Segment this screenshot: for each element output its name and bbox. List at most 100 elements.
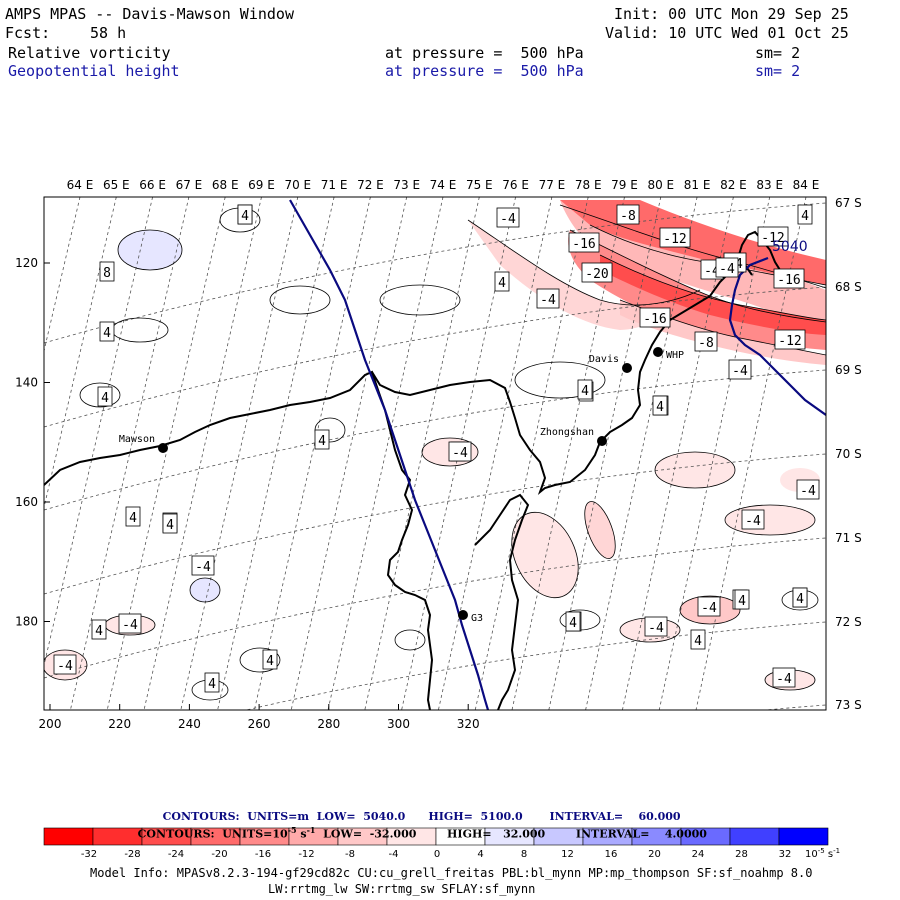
contour-label-text: 4 bbox=[498, 276, 506, 291]
contour-label-text: -8 bbox=[698, 336, 714, 351]
contour-label-text: 4 bbox=[101, 391, 109, 406]
x-tick-label: 320 bbox=[457, 717, 480, 731]
contour-label-box bbox=[204, 672, 220, 693]
vorticity-contour-info: CONTOURS: UNITS=10-5 s-1 LOW= -32.000 HI… bbox=[137, 825, 707, 841]
lon-label: 75 E bbox=[466, 178, 493, 192]
contour-label-text: -4 bbox=[701, 601, 717, 616]
field1-pressure: at pressure = 500 hPa bbox=[385, 44, 584, 62]
lat-label: 71 S bbox=[835, 531, 862, 545]
stations: Mawson Davis WHP Zhongshan G3 bbox=[119, 347, 684, 624]
contour-label-box bbox=[581, 262, 613, 283]
graticule bbox=[44, 197, 826, 710]
contour-label-box bbox=[792, 587, 808, 608]
lon-label: 65 E bbox=[103, 178, 130, 192]
x-tick-label: 300 bbox=[387, 717, 410, 731]
contour-label-box bbox=[494, 271, 510, 292]
contour-label-box bbox=[741, 509, 765, 530]
meridian-line bbox=[254, 197, 371, 710]
lon-label: 73 E bbox=[393, 178, 420, 192]
meridian-line bbox=[217, 197, 335, 710]
latitude-labels: 67 S 68 S 69 S 70 S 71 S 72 S 73 S bbox=[835, 196, 862, 712]
contour-label-text: 4 bbox=[581, 384, 589, 399]
contour-label-box bbox=[237, 204, 253, 225]
vorticity-shading bbox=[44, 200, 826, 690]
parallel-line bbox=[244, 621, 826, 710]
parallel-line bbox=[44, 202, 826, 344]
contour-label-box bbox=[53, 654, 77, 675]
contour-label-box bbox=[118, 613, 142, 634]
contour-label-box bbox=[314, 429, 330, 450]
y-axis-ticks: 120 140 160 180 bbox=[15, 256, 50, 629]
contour-label-box bbox=[125, 506, 141, 527]
contour-label-box bbox=[162, 513, 178, 534]
contour-label-box bbox=[97, 386, 113, 407]
contour-label-text: -4 bbox=[719, 262, 735, 277]
contour-label-text: 4 bbox=[129, 511, 137, 526]
contour-label-text: -12 bbox=[761, 231, 784, 246]
lat-label: 73 S bbox=[835, 698, 862, 712]
contour-label-text: -16 bbox=[643, 312, 666, 327]
vorticity-units: CONTOURS: UNITS=10 bbox=[137, 827, 288, 841]
plot-frame bbox=[43, 196, 827, 711]
x-tick-label: 240 bbox=[178, 717, 201, 731]
colorbar-label: -32 bbox=[81, 849, 97, 860]
vorticity-low: LOW= -32.000 bbox=[323, 827, 417, 841]
contour-label-box bbox=[697, 596, 721, 617]
colorbar-label: 24 bbox=[692, 849, 705, 860]
x-tick-label: 200 bbox=[39, 717, 62, 731]
lat-label: 67 S bbox=[835, 196, 862, 210]
lon-label: 70 E bbox=[284, 178, 311, 192]
contour-label-text: -4 bbox=[452, 446, 468, 461]
contour-label-text: 4 bbox=[103, 326, 111, 341]
contour-label-text: 4 bbox=[569, 616, 577, 631]
contour-label-box bbox=[774, 329, 806, 350]
parallel-line bbox=[44, 369, 826, 511]
contour-label-box bbox=[191, 555, 215, 576]
contour-label-text: -8 bbox=[620, 209, 636, 224]
lat-label: 68 S bbox=[835, 280, 862, 294]
plot-area: 4 8 4 4 4 4 4 4 4 -4 4 -4 -4 4 4 -4 4 4 -4 -4 -8 -12 -16 -20 -16… bbox=[44, 197, 826, 710]
app-title: AMPS MPAS -- Davis-Mawson Window bbox=[5, 5, 294, 23]
lon-label: 67 E bbox=[176, 178, 203, 192]
meridian-line bbox=[180, 197, 299, 710]
contour-label-box bbox=[652, 395, 668, 416]
colorbar-label: -28 bbox=[124, 849, 140, 860]
contour-label-box bbox=[565, 611, 581, 632]
contour-label-text: -16 bbox=[777, 273, 800, 288]
contour-label-text: 4 bbox=[656, 400, 664, 415]
contour-label-box bbox=[644, 616, 668, 637]
lon-label: 78 E bbox=[575, 178, 602, 192]
station-label: Zhongshan bbox=[540, 427, 594, 438]
contour-label-text: 4 bbox=[801, 209, 809, 224]
contour-label-box bbox=[568, 232, 600, 253]
contour-label-text: -4 bbox=[195, 560, 211, 575]
lon-label: 66 E bbox=[139, 178, 166, 192]
lon-label: 82 E bbox=[720, 178, 747, 192]
forecast-hour: 58 h bbox=[90, 24, 127, 42]
contour-label-box bbox=[577, 379, 593, 400]
lon-label: 83 E bbox=[756, 178, 783, 192]
contour-label-text: 4 bbox=[208, 677, 216, 692]
colorbar-label: -12 bbox=[298, 849, 314, 860]
vorticity-high: HIGH= 32.000 bbox=[447, 827, 546, 841]
height-interval: INTERVAL= 60.000 bbox=[549, 810, 681, 823]
colorbar-segment bbox=[729, 827, 780, 846]
contour-label-text: -4 bbox=[122, 618, 138, 633]
x-tick-label: 220 bbox=[108, 717, 131, 731]
height-contour-label: 5040 bbox=[772, 239, 808, 255]
field2-name: Geopotential height bbox=[8, 62, 180, 80]
contour-label-box bbox=[772, 667, 796, 688]
height-high: HIGH= 5100.0 bbox=[428, 810, 523, 823]
lon-label: 81 E bbox=[684, 178, 711, 192]
field1-smoothing: sm= 2 bbox=[755, 44, 801, 62]
station-marker bbox=[458, 610, 468, 620]
station-label: WHP bbox=[666, 350, 684, 361]
meridian-line bbox=[290, 197, 408, 710]
parallel-line bbox=[44, 537, 826, 679]
lon-label: 69 E bbox=[248, 178, 275, 192]
contour-label-box bbox=[659, 227, 691, 248]
contour-label-text: -4 bbox=[540, 293, 556, 308]
contour-label-text: 4 bbox=[738, 594, 746, 609]
field2-pressure: at pressure = 500 hPa bbox=[385, 62, 584, 80]
lon-label: 72 E bbox=[357, 178, 384, 192]
